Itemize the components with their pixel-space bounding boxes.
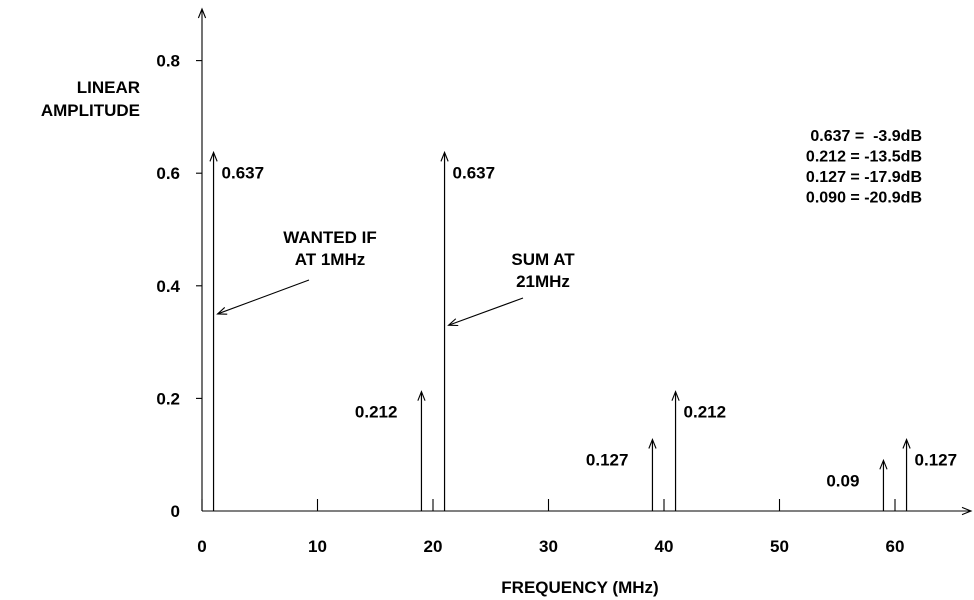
decibel-notes: 0.637 = -3.9dB 0.212 = -13.5dB 0.127 = -17…: [806, 128, 922, 207]
x-tick-label: 20: [424, 537, 443, 556]
ticks: 0 10 20 30 40 50 60 0 0.2 0.4 0.6 0.8: [156, 52, 904, 556]
annotation-line-1: WANTED IF: [283, 228, 377, 247]
y-axis-label-line-1: LINEAR: [77, 78, 140, 97]
stem-value-label: 0.212: [355, 403, 398, 422]
x-tick-label: 30: [539, 537, 558, 556]
annotation-leader-line: [448, 297, 524, 326]
stem-value-label: 0.127: [915, 450, 958, 469]
x-axis-label: FREQUENCY (MHz): [501, 578, 658, 597]
decibel-note: 0.090 = -20.9dB: [806, 190, 922, 207]
annotations: WANTED IF AT 1MHz SUM AT 21MHz: [216, 228, 575, 327]
annotation-line-1: SUM AT: [511, 250, 575, 269]
annotation-arrow-icon: [447, 318, 459, 327]
y-axis-arrow-icon: [197, 7, 207, 19]
x-tick-label: 0: [197, 537, 206, 556]
y-tick-label: 0.4: [156, 277, 180, 296]
annotation-leader-line: [217, 279, 310, 315]
x-tick-label: 60: [886, 537, 905, 556]
y-tick-label: 0: [171, 502, 180, 521]
stems: 0.637 0.212 0.637 0.127 0.212 0.09 0.127: [209, 150, 958, 511]
stem-value-label: 0.09: [826, 471, 859, 490]
stem-arrow-icon: [902, 438, 911, 449]
stem-arrow-icon: [440, 150, 449, 162]
decibel-note: 0.637 = -3.9dB: [810, 128, 922, 145]
decibel-note: 0.127 = -17.9dB: [806, 169, 922, 186]
axes: [197, 7, 973, 516]
stem-arrow-icon: [417, 390, 426, 401]
stem-value-label: 0.637: [222, 163, 265, 182]
annotation-arrow-icon: [216, 307, 228, 315]
x-tick-label: 50: [770, 537, 789, 556]
stem-value-label: 0.212: [684, 403, 727, 422]
y-tick-label: 0.8: [156, 52, 180, 71]
stem-arrow-icon: [671, 390, 680, 401]
y-axis-label-line-2: AMPLITUDE: [41, 101, 140, 120]
y-tick-label: 0.6: [156, 164, 180, 183]
stem-arrow-icon: [879, 458, 888, 470]
decibel-note: 0.212 = -13.5dB: [806, 149, 922, 166]
stem-value-label: 0.127: [586, 450, 629, 469]
annotation-line-2: 21MHz: [516, 272, 570, 291]
x-tick-label: 40: [655, 537, 674, 556]
x-axis-arrow-icon: [961, 506, 973, 516]
stem-value-label: 0.637: [453, 163, 496, 182]
stem-arrow-icon: [648, 438, 657, 449]
y-tick-label: 0.2: [156, 389, 180, 408]
annotation-line-2: AT 1MHz: [295, 250, 366, 269]
stem-arrow-icon: [209, 150, 218, 162]
x-tick-label: 10: [308, 537, 327, 556]
